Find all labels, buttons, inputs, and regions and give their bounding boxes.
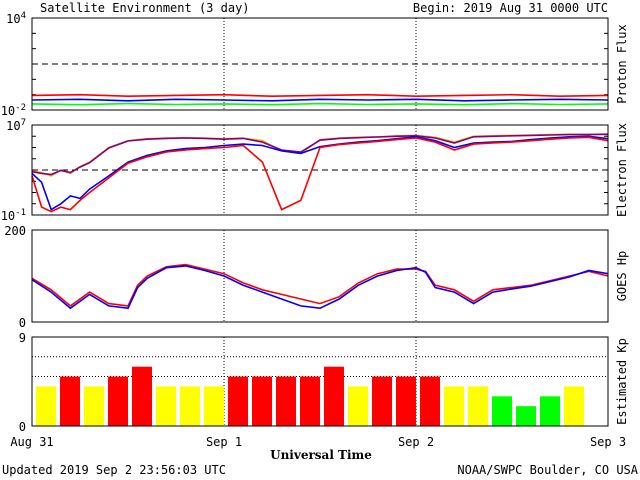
series-line-red [31, 93, 609, 98]
kp-bar [132, 366, 152, 426]
panel-frame [31, 229, 609, 323]
updated-time: Updated 2019 Sep 2 23:56:03 UTC [2, 463, 226, 477]
kp-bar [36, 386, 56, 426]
series-line-blue [31, 265, 609, 310]
y-tick-label: 200 [4, 224, 26, 238]
y-axis-label: Proton Flux [615, 24, 629, 103]
kp-bar [396, 376, 416, 426]
begin-time: Begin: 2019 Aug 31 0000 UTC [413, 1, 608, 15]
source-credit: NOAA/SWPC Boulder, CO USA [457, 463, 638, 477]
y-tick-base: 10 [6, 12, 20, 26]
series-line-red [31, 263, 609, 307]
kp-bar [540, 396, 560, 426]
y-tick-base: 10 [1, 104, 15, 118]
y-tick-label: 0 [19, 420, 26, 434]
kp-bar [204, 386, 224, 426]
y-tick-label: 0 [19, 316, 26, 330]
series-line-purple [31, 133, 609, 176]
y-tick-label: 10-1 [1, 208, 26, 223]
series-line-red [31, 136, 609, 213]
y-axis-label: GOES Hp [615, 251, 629, 302]
kp-bar [300, 376, 320, 426]
y-tick-exp: 7 [21, 118, 26, 128]
y-tick-exp: -2 [15, 103, 26, 113]
panel-frame [31, 336, 609, 427]
series-line-green [31, 102, 609, 106]
kp-bar [228, 376, 248, 426]
y-axis-label: Electron Flux [615, 123, 629, 217]
kp-bar [108, 376, 128, 426]
y-tick-label: 10-2 [1, 103, 26, 118]
panel-frame [31, 17, 609, 111]
kp-bar [324, 366, 344, 426]
kp-bar [276, 376, 296, 426]
x-tick-label: Sep 2 [398, 435, 434, 449]
x-tick-label: Sep 1 [206, 435, 242, 449]
kp-bar [180, 386, 200, 426]
kp-bar [252, 376, 272, 426]
y-tick-label: 104 [6, 11, 26, 26]
kp-bar [492, 396, 512, 426]
chart-title: Satellite Environment (3 day) [40, 1, 250, 15]
panel-goes-hp: 200 0 GOES Hp [4, 224, 629, 330]
x-tick-label: Sep 3 [590, 435, 626, 449]
panel-frame [31, 124, 609, 216]
kp-bar [444, 386, 464, 426]
kp-bar [60, 376, 80, 426]
kp-bar [348, 386, 368, 426]
kp-bar [468, 386, 488, 426]
series-line-blue [31, 98, 609, 102]
kp-bar [156, 386, 176, 426]
y-tick-base: 10 [1, 209, 15, 223]
y-axis-label: Estimated Kp [615, 338, 629, 425]
y-tick-exp: 4 [21, 11, 26, 21]
kp-bar [420, 376, 440, 426]
panel-kp: 9 0 Estimated Kp [19, 331, 629, 434]
y-tick-base: 10 [6, 119, 20, 133]
kp-bar [372, 376, 392, 426]
y-tick-exp: -1 [15, 208, 26, 218]
x-axis-label: Universal Time [270, 448, 372, 462]
kp-bar [84, 386, 104, 426]
y-tick-label: 107 [6, 118, 26, 133]
x-tick-label: Aug 31 [10, 435, 53, 449]
kp-bar [564, 386, 584, 426]
y-tick-label: 9 [19, 331, 26, 345]
kp-bar [516, 406, 536, 426]
